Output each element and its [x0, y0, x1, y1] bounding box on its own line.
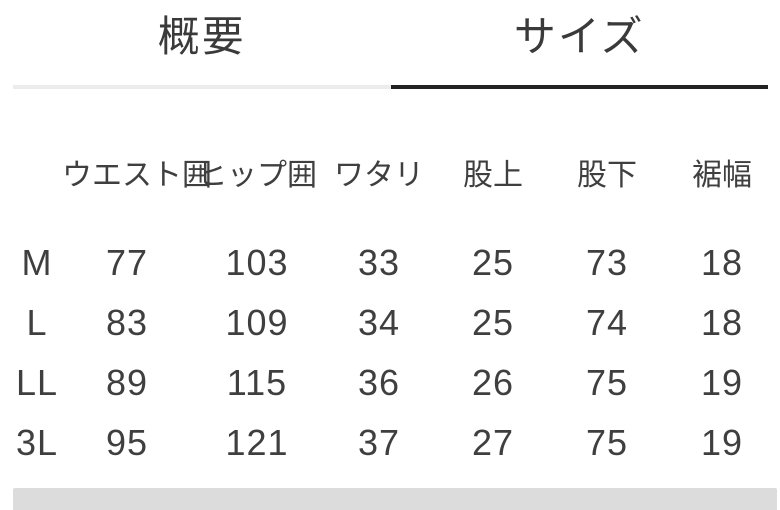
table-row: LL 89 115 36 26 75 19	[12, 353, 780, 413]
tab-overview[interactable]: 概要	[13, 0, 391, 89]
measurement-value: 115	[226, 362, 288, 403]
column-header-empty	[12, 144, 62, 233]
column-header: ウエスト囲	[62, 159, 212, 192]
measurement-value: 83	[105, 302, 149, 343]
measurement-value: 36	[357, 362, 401, 403]
measurement-value: 74	[585, 302, 629, 343]
column-header: 裾幅	[692, 159, 752, 192]
size-table-body: M 77 103 33 25 73 18 L 83 109 34 25 74 18 LL 89 115 36 26 7…	[12, 233, 780, 473]
measurement-value: 33	[357, 242, 401, 283]
measurement-value: 19	[700, 362, 744, 403]
size-label: LL	[15, 362, 59, 403]
column-header: 股下	[577, 159, 637, 192]
measurement-value: 18	[700, 242, 744, 283]
measurement-value: 25	[471, 302, 515, 343]
measurement-value: 75	[585, 362, 629, 403]
size-label: M	[21, 242, 53, 283]
measurement-value: 37	[357, 422, 401, 463]
table-row: M 77 103 33 25 73 18	[12, 233, 780, 293]
measurement-value: 75	[585, 422, 629, 463]
measurement-value: 19	[700, 422, 744, 463]
measurement-value: 34	[357, 302, 401, 343]
column-header: ワタリ	[334, 159, 424, 192]
measurement-value: 103	[225, 242, 289, 283]
measurement-value: 27	[471, 422, 515, 463]
measurement-value: 77	[105, 242, 149, 283]
table-row: 3L 95 121 37 27 75 19	[12, 413, 780, 473]
measurement-value: 25	[471, 242, 515, 283]
measurement-value: 73	[585, 242, 629, 283]
measurement-value: 121	[225, 422, 289, 463]
column-header: ヒップ囲	[197, 159, 317, 192]
measurement-value: 109	[225, 302, 289, 343]
measurement-value: 26	[471, 362, 515, 403]
column-header: 股上	[463, 159, 523, 192]
tab-bar: 概要 サイズ	[13, 0, 768, 89]
measurement-value: 89	[105, 362, 149, 403]
tab-size[interactable]: サイズ	[390, 0, 768, 89]
size-label: 3L	[15, 422, 59, 463]
measurement-value: 18	[700, 302, 744, 343]
size-label: L	[26, 302, 48, 343]
measurement-value: 95	[105, 422, 149, 463]
horizontal-scrollbar[interactable]	[13, 488, 777, 510]
size-table-header-row: ウエスト囲 ヒップ囲 ワタリ 股上 股下 裾幅	[12, 144, 780, 233]
size-table: ウエスト囲 ヒップ囲 ワタリ 股上 股下 裾幅 M 77 103 33 25 73 18 L 83 109 3…	[12, 144, 780, 473]
table-row: L 83 109 34 25 74 18	[12, 293, 780, 353]
